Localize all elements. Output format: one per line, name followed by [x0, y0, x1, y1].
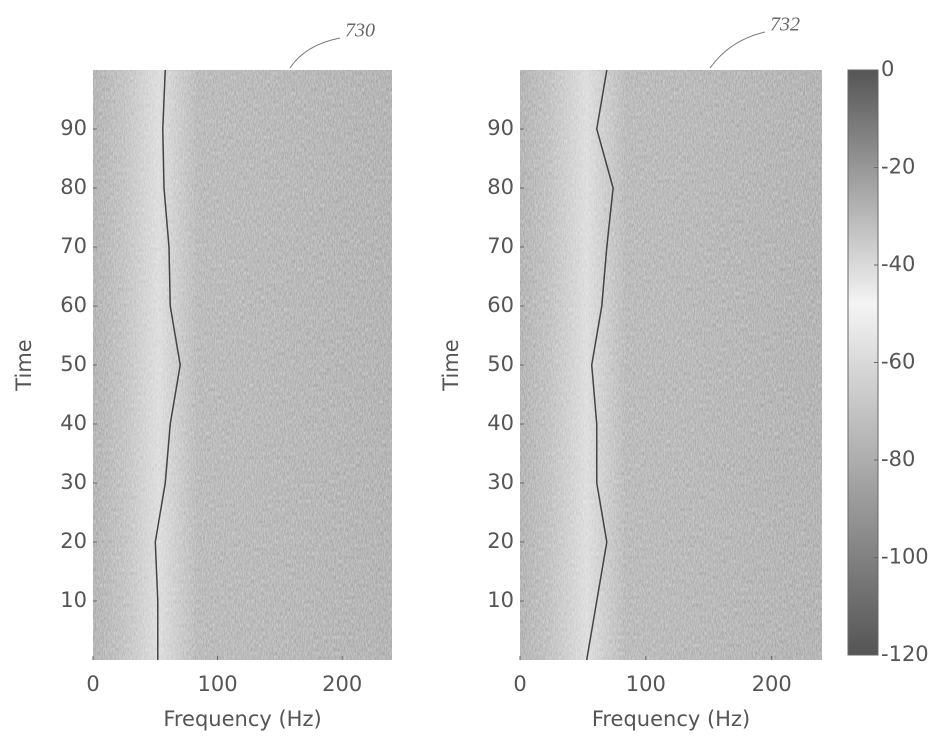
x-tick-label: 0 — [86, 672, 99, 696]
y-tick-label: 10 — [487, 588, 514, 612]
colorbar-tick-label: -40 — [881, 252, 915, 276]
x-tick-label: 100 — [198, 672, 238, 696]
y-tick-label: 10 — [60, 588, 87, 612]
x-tick-label: 0 — [513, 672, 526, 696]
y-tick-label: 90 — [487, 116, 514, 140]
annotation: 730 — [345, 20, 375, 42]
y-tick-label: 20 — [487, 529, 514, 553]
spectrogram-band — [520, 70, 822, 660]
panel-left: 730 — [93, 20, 392, 660]
colorbar-tick-label: -80 — [881, 447, 915, 471]
colorbar-tick-label: -60 — [881, 350, 915, 374]
y-tick-label: 80 — [60, 175, 87, 199]
x-tick-label: 200 — [752, 672, 792, 696]
x-tick-label: 100 — [626, 672, 666, 696]
colorbar-tick-label: -100 — [881, 545, 929, 569]
y-axis-label: Time — [439, 339, 463, 391]
x-tick-label: 200 — [322, 672, 362, 696]
y-tick-label: 40 — [60, 411, 87, 435]
leader-line — [289, 37, 341, 69]
colorbar-tick-label: -20 — [881, 155, 915, 179]
annotation: 732 — [770, 14, 800, 36]
leader-line — [709, 31, 766, 69]
trace-line — [154, 69, 181, 660]
y-tick-label: 90 — [60, 116, 87, 140]
y-tick-label: 60 — [60, 293, 87, 317]
y-tick-label: 70 — [487, 234, 514, 258]
y-tick-label: 50 — [60, 352, 87, 376]
colorbar-tick-label: 0 — [881, 57, 894, 81]
trace-line — [585, 69, 614, 661]
colorbar — [847, 69, 879, 656]
y-tick-label: 50 — [487, 352, 514, 376]
colorbar-tick-label: -120 — [881, 642, 929, 666]
x-axis-label: Frequency (Hz) — [592, 707, 750, 731]
y-tick-label: 20 — [60, 529, 87, 553]
x-axis-label: Frequency (Hz) — [163, 707, 321, 731]
y-tick-label: 40 — [487, 411, 514, 435]
y-tick-label: 80 — [487, 175, 514, 199]
y-tick-label: 60 — [487, 293, 514, 317]
y-axis-label: Time — [12, 339, 36, 391]
panel-right: 732 — [520, 14, 822, 660]
y-tick-label: 70 — [60, 234, 87, 258]
y-tick-label: 30 — [487, 470, 514, 494]
y-tick-label: 30 — [60, 470, 87, 494]
spectrogram-band — [93, 70, 392, 660]
